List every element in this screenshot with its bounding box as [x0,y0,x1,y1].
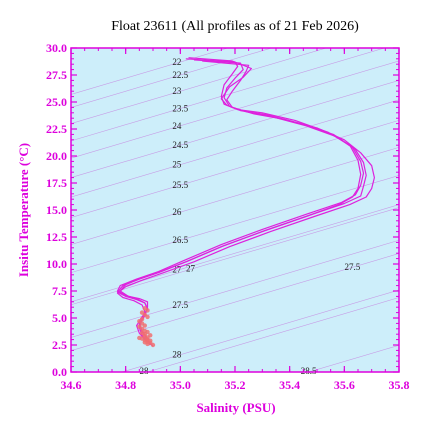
x-axis-label: Salinity (PSU) [196,400,275,415]
x-tick-label: 35.8 [389,378,410,392]
y-tick-label: 30.0 [46,41,67,55]
isopycnal-line [71,60,399,159]
x-tick-label: 35.6 [334,378,355,392]
isopycnal-labels: 22 22.5 23 23.5 24 24.5 25 25.5 26 26.5 27 27 27.5 27… [140,57,361,376]
isopycnal-label: 28.5 [301,366,317,376]
isopycnal-label: 22.5 [172,70,188,80]
isopycnal-label: 24.5 [172,140,188,150]
isopycnal-line [71,175,399,273]
data-point [145,308,150,313]
isopycnal-line [71,239,399,338]
isopycnal-label: 24 [172,121,182,131]
x-tick-label: 35.4 [279,378,300,392]
isopycnal-line [71,48,229,95]
isopycnal-line [71,99,399,198]
isopycnal-line [307,344,399,372]
isopycnal-label: 25.5 [172,180,188,190]
isopycnal-line [71,48,273,108]
deep-points [137,306,156,348]
profile-line [116,57,365,346]
x-tick-label: 35.0 [170,378,191,392]
isopycnal-label: 27.5 [345,262,361,272]
y-axis-ticks: 0.0 2.5 5.0 7.5 10.0 12.5 15.0 17.5 20.0 22.5 25.0… [46,41,399,379]
isopycnal-label: 25 [172,160,182,170]
isopycnal-label: 23.5 [172,103,188,113]
x-tick-label: 34.6 [61,378,82,392]
y-tick-label: 25.0 [46,95,67,109]
y-tick-label: 0.0 [52,365,67,379]
x-tick-label: 35.2 [225,378,246,392]
y-tick-label: 22.5 [46,122,67,136]
chart-title: Float 23611 (All profiles as of 21 Feb 2… [111,19,359,34]
y-tick-label: 10.0 [46,257,67,271]
isopycnal-line [71,48,386,142]
isopycnal-line [146,297,399,372]
isopycnal-label: 27.5 [172,300,188,310]
x-tick-label: 34.8 [115,378,136,392]
y-tick-label: 15.0 [46,203,67,217]
y-tick-label: 2.5 [52,338,67,352]
y-axis-label: Insitu Temperature (°C) [16,143,31,277]
isopycnal-label: 27 [172,264,182,274]
data-point [150,342,156,348]
isopycnal-label: 23 [172,86,182,96]
isopycnal-label: 28 [140,366,150,376]
y-tick-label: 20.0 [46,149,67,163]
isopycnal-label: 26 [172,207,182,217]
isopycnal-line [71,207,399,306]
isopycnal-line [71,48,328,124]
data-point [142,323,147,328]
isopycnal-label: 28 [172,350,182,360]
y-tick-label: 5.0 [52,311,67,325]
isopycnal-line [71,204,399,303]
isopycnal-label: 26.5 [172,235,188,245]
data-point [145,341,150,347]
y-tick-label: 12.5 [46,230,67,244]
isopycnal-line [71,120,399,218]
isopycnal-line [71,147,399,245]
isopycnal-line [71,80,399,178]
isopycnal-label: 22 [172,57,181,67]
y-tick-label: 17.5 [46,176,67,190]
plot-area [71,48,399,372]
isopycnal-label: 27 [186,263,196,273]
y-tick-label: 7.5 [52,284,67,298]
x-axis-ticks: 34.6 34.8 35.0 35.2 35.4 35.6 35.8 [61,48,410,392]
isopycnal-line [71,253,399,351]
y-tick-label: 27.5 [46,68,67,82]
data-point [145,314,150,320]
